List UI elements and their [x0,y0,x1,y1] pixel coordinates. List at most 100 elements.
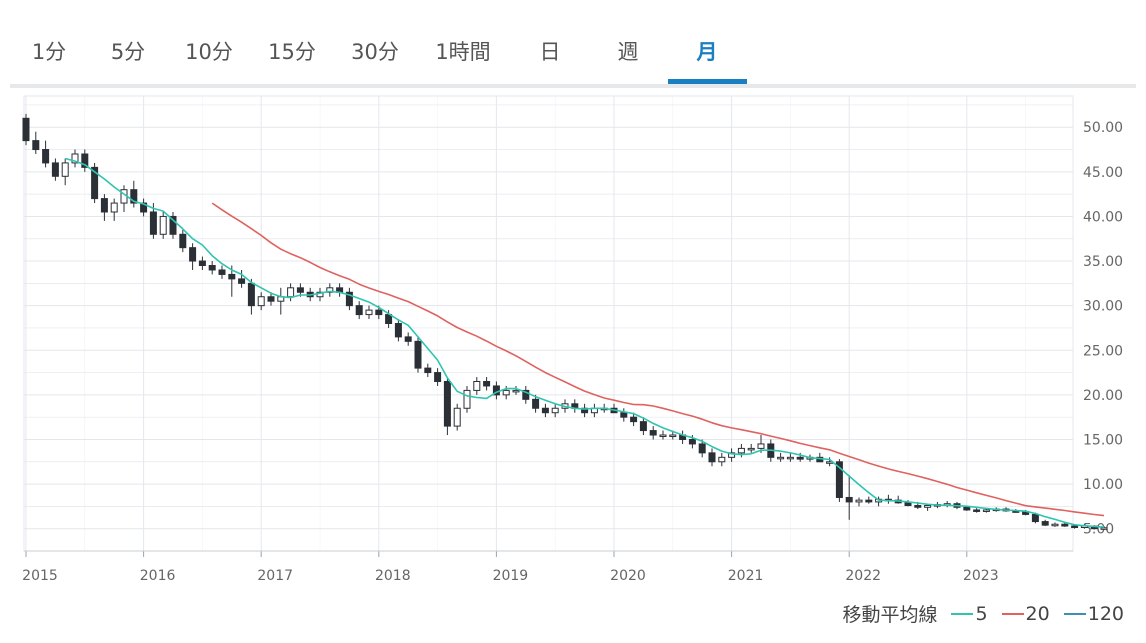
x-tick-label: 2021 [728,568,764,584]
candle-body [649,430,657,436]
candle [522,385,530,404]
candle-body [982,509,990,512]
moving-average-legend: 移動平均線 5 20 120 [842,600,1124,627]
candle [394,319,402,342]
candle-body [1071,525,1079,529]
candle [649,426,657,440]
candle [355,301,363,320]
candle-body [443,380,451,427]
candle [453,403,461,431]
candle-body [404,336,412,342]
y-tick-label: 30.00 [1083,299,1123,315]
candle [414,336,422,373]
candle-body [296,287,304,293]
tab-30min[interactable]: 30分 [351,40,399,64]
candle [845,475,853,520]
active-tab-indicator [668,79,747,84]
candle-body [620,412,628,418]
candle [81,149,89,172]
candle-body [786,456,794,460]
tab-15min[interactable]: 15分 [268,40,316,64]
candle [287,283,295,302]
candle-body [708,452,716,463]
candle-body [453,407,461,427]
candle-body [1041,521,1049,526]
candle-body [247,282,255,307]
candle-body [238,278,246,284]
candle-body [32,140,40,151]
tab-10min[interactable]: 10分 [185,40,233,64]
tab-daily[interactable]: 日 [539,40,561,64]
candle [786,452,794,462]
candle [532,394,540,413]
x-tick-label: 2019 [493,568,529,584]
candle-body [228,273,236,280]
candle [404,332,412,346]
candle [61,158,69,186]
tab-1min[interactable]: 1分 [31,40,67,64]
candle [434,368,442,386]
candle [100,194,108,221]
candle [110,198,118,221]
candle-body [355,305,363,316]
ma20-line [211,202,1105,517]
candle [22,113,30,146]
candle-body [51,162,59,177]
candle [708,448,716,467]
candle-body [914,505,922,508]
candle [610,403,618,414]
tab-weekly[interactable]: 週 [617,40,639,64]
candle [884,494,892,504]
tab-5min[interactable]: 5分 [110,40,146,64]
candle-body [208,265,216,271]
candle [777,452,785,462]
candle-body [1051,523,1059,527]
candle-body [777,456,785,460]
candle [973,508,981,513]
candle [42,140,50,168]
candle [238,269,246,288]
candle-body [326,287,334,293]
candle [492,381,500,400]
candle [267,292,275,306]
candle [630,412,638,427]
candle-body [835,461,843,498]
candle [316,287,324,302]
y-tick-label: 5.00 [1083,522,1114,538]
candle-body [169,215,177,235]
candle-body [140,202,148,213]
candle-body [796,456,804,460]
x-tick-label: 2023 [963,568,999,584]
candle-body [394,323,402,338]
candle [345,287,353,311]
candle [424,363,432,378]
candle [865,496,873,504]
tab-monthly[interactable]: 月 [696,40,718,64]
tab-1hour[interactable]: 1時間 [435,40,491,64]
candle-body [189,247,197,262]
candle [218,265,226,279]
candle-body [424,367,432,374]
candle [718,452,726,467]
candle-body [512,389,520,393]
candle-body [522,389,530,400]
candle-body [718,456,726,463]
candle-body [973,509,981,512]
candle [336,283,344,297]
x-tick-label: 2020 [610,568,646,584]
candle-body [737,447,745,454]
candle-body [198,260,206,267]
candle-body [81,153,89,168]
y-tick-label: 25.00 [1083,343,1123,359]
candle [257,292,265,311]
candle [1051,522,1059,527]
candle [639,417,647,436]
y-tick-label: 35.00 [1083,254,1123,270]
candle-body [61,162,69,177]
candle [159,211,167,239]
ma20-swatch [1001,613,1024,615]
candle [1061,522,1069,527]
price-chart[interactable]: 50.00 45.00 40.00 35.00 30.00 25.00 20.00 15.00… [0,0,1146,600]
candle-body [463,389,471,409]
candle-body [659,434,667,438]
